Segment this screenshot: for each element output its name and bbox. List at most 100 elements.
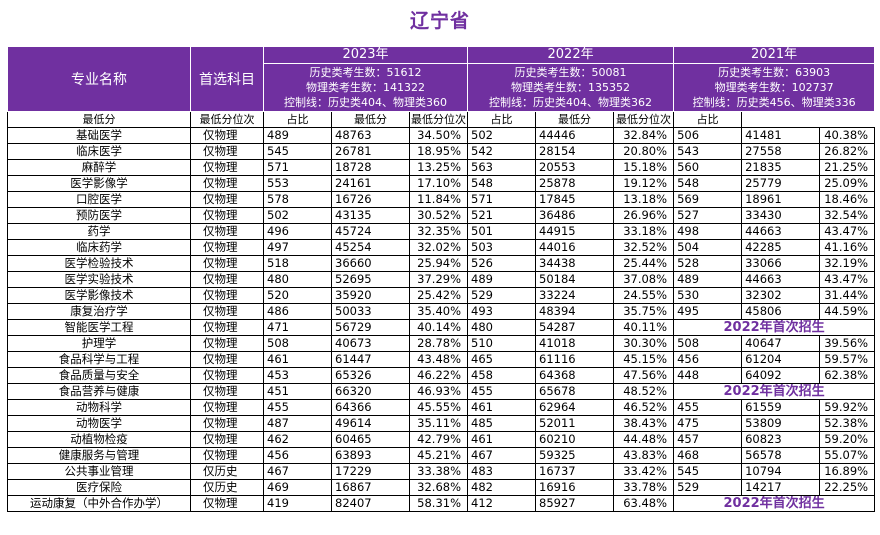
min-score-cell: 503 <box>467 239 537 256</box>
min-score-cell: 480 <box>467 319 537 336</box>
min-rank-cell: 50184 <box>535 271 615 288</box>
min-score-cell: 462 <box>263 431 332 448</box>
ratio-cell: 32.19% <box>819 255 876 272</box>
ratio-cell: 55.07% <box>819 447 876 464</box>
major-name-cell: 医学影像技术 <box>7 287 191 304</box>
min-score-cell: 527 <box>673 207 743 224</box>
subject-cell: 仅历史 <box>190 479 264 496</box>
subhead-ratio: 占比 <box>467 111 537 128</box>
ratio-cell: 46.22% <box>408 367 469 384</box>
ratio-cell: 47.56% <box>613 367 675 384</box>
first-enrollment-note: 2022年首次招生 <box>673 495 876 512</box>
min-rank-cell: 41481 <box>741 127 821 144</box>
history-count-2023: 历史类考生数：51612 <box>309 66 422 79</box>
min-rank-cell: 45806 <box>741 303 821 320</box>
subject-cell: 仅物理 <box>190 127 264 144</box>
min-rank-cell: 20553 <box>535 159 615 176</box>
ratio-cell: 39.56% <box>819 335 876 352</box>
min-rank-cell: 17229 <box>331 463 410 480</box>
ratio-cell: 32.68% <box>408 479 469 496</box>
major-name-cell: 康复治疗学 <box>7 303 191 320</box>
ratio-cell: 45.15% <box>613 351 675 368</box>
min-score-cell: 493 <box>467 303 537 320</box>
min-score-cell: 526 <box>467 255 537 272</box>
min-rank-cell: 61447 <box>331 351 410 368</box>
ratio-cell: 44.48% <box>613 431 675 448</box>
min-score-cell: 448 <box>673 367 743 384</box>
min-rank-cell: 56578 <box>741 447 821 464</box>
table-row: 护理学 仅物理 508 40673 28.78% 510 41018 30.30% 508 406… <box>7 335 876 352</box>
min-rank-cell: 41018 <box>535 335 615 352</box>
ratio-cell: 59.57% <box>819 351 876 368</box>
ratio-cell: 30.30% <box>613 335 675 352</box>
major-name-cell: 护理学 <box>7 335 191 352</box>
ratio-cell: 43.83% <box>613 447 675 464</box>
major-name-cell: 运动康复（中外合作办学） <box>7 495 191 512</box>
ratio-cell: 34.50% <box>408 127 469 144</box>
min-rank-cell: 35920 <box>331 287 410 304</box>
min-score-cell: 489 <box>467 271 537 288</box>
ratio-cell: 33.78% <box>613 479 675 496</box>
ratio-cell: 35.40% <box>408 303 469 320</box>
min-rank-cell: 64092 <box>741 367 821 384</box>
min-rank-cell: 32302 <box>741 287 821 304</box>
control-line-2022: 控制线：历史类404、物理类362 <box>489 96 653 109</box>
ratio-cell: 18.46% <box>819 191 876 208</box>
min-score-cell: 542 <box>467 143 537 160</box>
major-name-cell: 预防医学 <box>7 207 191 224</box>
admission-score-table: 专业名称 首选科目 2023年 2022年 2021年 历史类考生数：51612… <box>7 46 876 512</box>
ratio-cell: 63.48% <box>613 495 675 512</box>
ratio-cell: 31.44% <box>819 287 876 304</box>
min-score-cell: 461 <box>467 431 537 448</box>
subject-cell: 仅物理 <box>190 143 264 160</box>
min-rank-cell: 63893 <box>331 447 410 464</box>
ratio-cell: 44.59% <box>819 303 876 320</box>
ratio-cell: 37.29% <box>408 271 469 288</box>
min-rank-cell: 65326 <box>331 367 410 384</box>
min-rank-cell: 17845 <box>535 191 615 208</box>
major-name-cell: 公共事业管理 <box>7 463 191 480</box>
min-score-cell: 465 <box>467 351 537 368</box>
subhead-min-score: 最低分 <box>535 111 615 128</box>
ratio-cell: 25.09% <box>819 175 876 192</box>
min-rank-cell: 25878 <box>535 175 615 192</box>
min-score-cell: 461 <box>263 351 332 368</box>
ratio-cell: 46.52% <box>613 399 675 416</box>
subject-column-header: 首选科目 <box>190 46 264 112</box>
min-rank-cell: 61204 <box>741 351 821 368</box>
ratio-cell: 25.44% <box>613 255 675 272</box>
subject-cell: 仅物理 <box>190 287 264 304</box>
min-score-cell: 498 <box>673 223 743 240</box>
min-rank-cell: 21835 <box>741 159 821 176</box>
min-rank-cell: 62964 <box>535 399 615 416</box>
min-score-cell: 502 <box>467 127 537 144</box>
table-row: 麻醉学 仅物理 571 18728 13.25% 563 20553 15.18% 560 218… <box>7 159 876 176</box>
ratio-cell: 16.89% <box>819 463 876 480</box>
min-rank-cell: 44915 <box>535 223 615 240</box>
ratio-cell: 15.18% <box>613 159 675 176</box>
table-row: 医疗保险 仅历史 469 16867 32.68% 482 16916 33.78% 529 14… <box>7 479 876 496</box>
min-rank-cell: 60210 <box>535 431 615 448</box>
min-rank-cell: 40647 <box>741 335 821 352</box>
ratio-cell: 11.84% <box>408 191 469 208</box>
ratio-cell: 32.84% <box>613 127 675 144</box>
year-header-2021: 2021年 <box>673 46 876 64</box>
min-rank-cell: 33430 <box>741 207 821 224</box>
major-name-cell: 口腔医学 <box>7 191 191 208</box>
major-column-header: 专业名称 <box>7 46 191 112</box>
table-row: 医学检验技术 仅物理 518 36660 25.94% 526 34438 25.44% 528… <box>7 255 876 272</box>
min-score-cell: 502 <box>263 207 332 224</box>
year-header-2022: 2022年 <box>467 46 675 64</box>
major-name-cell: 健康服务与管理 <box>7 447 191 464</box>
min-score-cell: 518 <box>263 255 332 272</box>
ratio-cell: 18.95% <box>408 143 469 160</box>
subhead-min-rank: 最低分位次 <box>613 111 675 128</box>
table-row: 智能医学工程 仅物理 471 56729 40.14% 480 54287 40.11% 202… <box>7 319 876 336</box>
ratio-cell: 32.54% <box>819 207 876 224</box>
subject-cell: 仅物理 <box>190 207 264 224</box>
major-name-cell: 临床药学 <box>7 239 191 256</box>
table-row: 食品质量与安全 仅物理 453 65326 46.22% 458 64368 47.56% 44… <box>7 367 876 384</box>
min-rank-cell: 82407 <box>331 495 410 512</box>
min-score-cell: 485 <box>467 415 537 432</box>
min-rank-cell: 14217 <box>741 479 821 496</box>
